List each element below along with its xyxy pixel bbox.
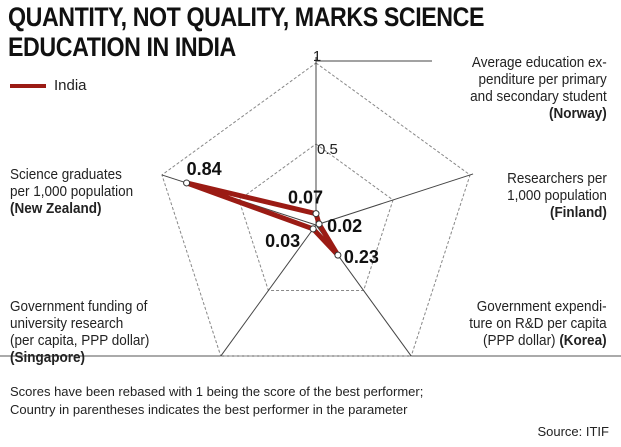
grid-ring-half — [238, 143, 394, 292]
axis-label-line: (PPP dollar) (Korea) — [470, 332, 607, 349]
axis-label-line: Researchers per — [507, 170, 607, 187]
axis-line — [315, 174, 471, 226]
data-point — [334, 251, 342, 259]
footnote-line-1: Scores have been rebased with 1 being th… — [10, 384, 424, 399]
legend-label-india: India — [54, 77, 87, 94]
best-performer: (Finland) — [550, 204, 607, 221]
tick-label: 0.5 — [317, 141, 338, 158]
footnote-line-2: Country in parentheses indicates the bes… — [10, 402, 408, 417]
axis-label-line: and secondary student — [470, 88, 607, 105]
axis-label-researchers: Researchers per 1,000 population (Finland) — [507, 170, 607, 221]
title-line-1: QUANTITY, NOT QUALITY, MARKS SCIENCE — [8, 2, 485, 32]
axis-label-line: (per capita, PPP dollar) — [10, 332, 150, 349]
best-performer: (Korea) — [559, 332, 607, 349]
chart-title: QUANTITY, NOT QUALITY, MARKS SCIENCE EDU… — [8, 2, 484, 62]
best-performer: (New Zealand) — [10, 200, 102, 217]
legend-swatch-india — [10, 83, 46, 88]
leader-line-right — [469, 173, 474, 176]
axis-label-line: university research — [10, 315, 124, 332]
axis-label-line: Government funding of — [10, 298, 148, 315]
legend: India — [10, 77, 87, 94]
title-line-2: EDUCATION IN INDIA — [8, 32, 236, 62]
grid-ring-full — [161, 62, 471, 357]
data-point — [183, 179, 191, 187]
data-label: 0.07 — [288, 188, 323, 208]
tick-label: 1 — [313, 48, 321, 65]
axis-label-rd-expenditure: Government expendi-ture on R&D per capit… — [470, 298, 607, 349]
axis-label-education-expenditure: Average education ex-penditure per prima… — [470, 54, 607, 122]
data-point — [312, 210, 320, 218]
footnote: Scores have been rebased with 1 being th… — [10, 383, 423, 419]
data-point — [315, 220, 323, 228]
axis-label-line: penditure per primary — [478, 71, 607, 88]
axis-label-line: 1,000 population — [507, 187, 607, 204]
data-label: 0.02 — [327, 216, 362, 236]
best-performer: (Singapore) — [10, 349, 86, 366]
axis-label-line: Science graduates — [10, 166, 122, 183]
data-label: 0.23 — [344, 247, 379, 267]
axis-label-science-graduates: Science graduates per 1,000 population (Ne… — [10, 166, 133, 217]
source: Source: ITIF — [537, 424, 609, 439]
axis-label-line: Average education ex- — [472, 54, 607, 71]
axis-label-line: per 1,000 population — [10, 183, 134, 200]
axis-line — [220, 224, 317, 357]
axis-label-line: Government expendi- — [477, 298, 607, 315]
data-point — [309, 225, 317, 233]
data-label: 0.84 — [187, 159, 222, 179]
best-performer: (Norway) — [549, 105, 607, 122]
axis-label-university-funding: Government funding of university research… — [10, 298, 149, 366]
axis-label-text: (PPP dollar) — [483, 332, 556, 349]
axis-label-line: ture on R&D per capita — [469, 315, 607, 332]
data-label: 0.03 — [265, 231, 300, 251]
